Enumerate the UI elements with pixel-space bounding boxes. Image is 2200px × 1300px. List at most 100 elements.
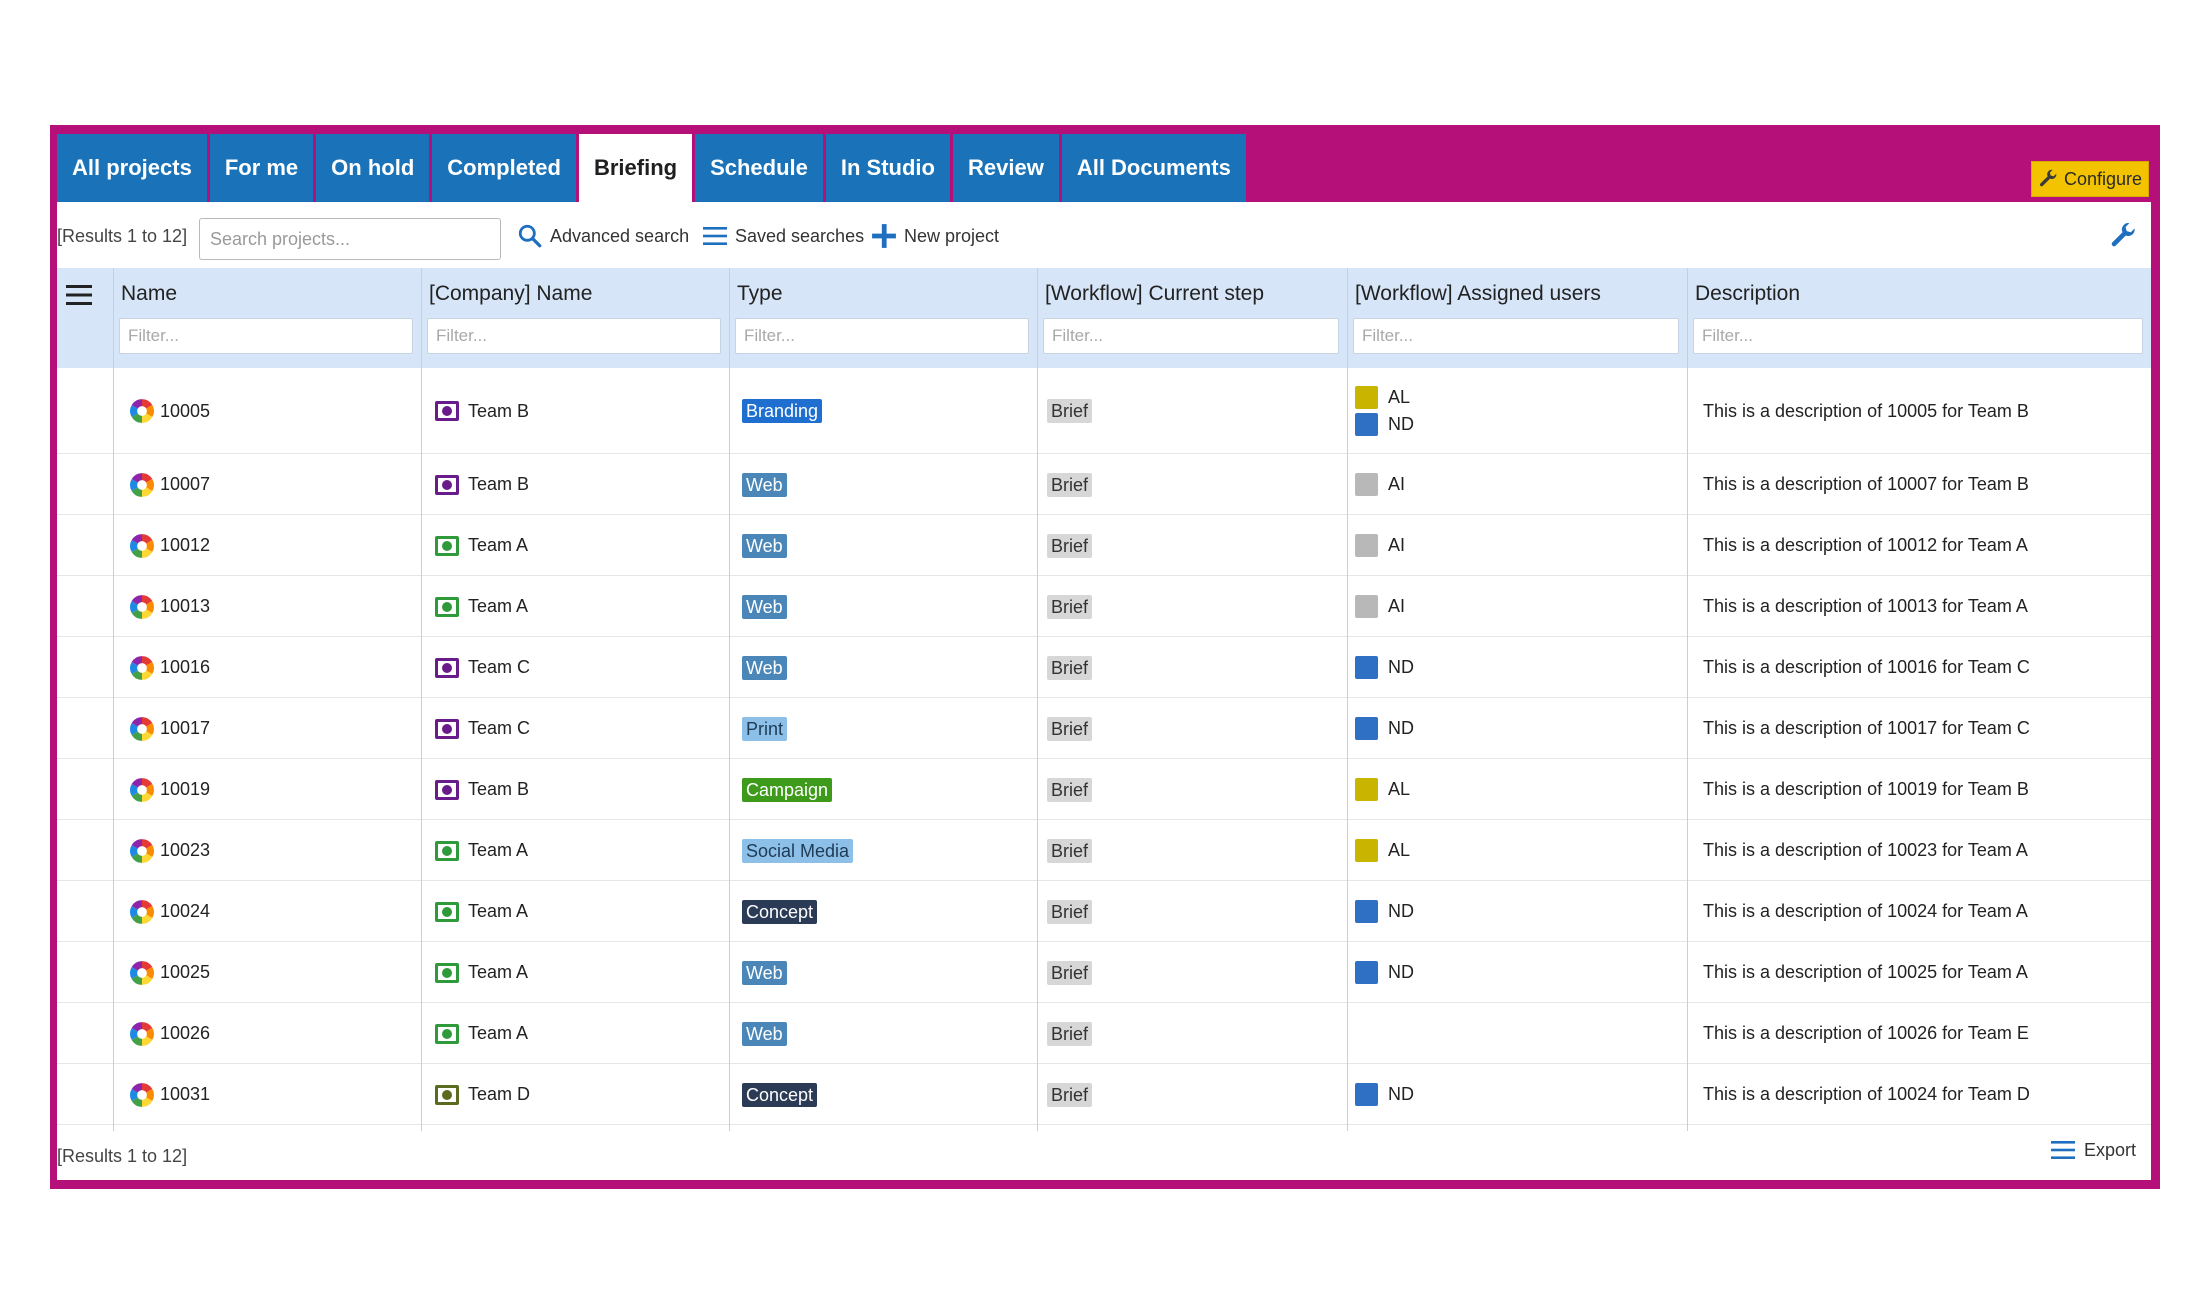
table-row[interactable]: 10025 Team A Web Brief ND This is a descripti…	[57, 942, 2151, 1003]
table-row[interactable]: 10012 Team A Web Brief AI This is a descripti…	[57, 515, 2151, 576]
assigned-user[interactable]: ND	[1355, 656, 1414, 679]
company-logo-icon	[435, 962, 459, 983]
user-initials: ND	[1388, 901, 1414, 921]
filter-assigned-users-input[interactable]	[1353, 318, 1679, 354]
project-id-link[interactable]: 10012	[160, 535, 211, 555]
column-description-label[interactable]: Description	[1695, 282, 1801, 305]
menu-icon[interactable]	[65, 282, 93, 308]
export-button[interactable]: Export	[2050, 1138, 2136, 1162]
tab-for-me[interactable]: For me	[209, 134, 314, 202]
tab-all-projects[interactable]: All projects	[57, 134, 207, 202]
project-id-link[interactable]: 10007	[160, 474, 211, 494]
table-row[interactable]: 10031 Team D Concept Brief ND This is a descr…	[57, 1064, 2151, 1125]
aperture-icon[interactable]	[129, 472, 155, 498]
column-assigned-users-label[interactable]: [Workflow] Assigned users	[1355, 282, 1601, 305]
aperture-icon[interactable]	[129, 594, 155, 620]
project-id-link[interactable]: 10013	[160, 596, 211, 616]
table-row[interactable]: 10023 Team A Social Media Brief AL This is a …	[57, 820, 2151, 881]
configure-label: Configure	[2063, 168, 2143, 189]
aperture-icon[interactable]	[129, 838, 155, 864]
project-id-link[interactable]: 10016	[160, 657, 211, 677]
table-row[interactable]: 10016 Team C Web Brief ND This is a descripti…	[57, 637, 2151, 698]
project-id-link[interactable]: 10025	[160, 962, 211, 982]
aperture-icon[interactable]	[129, 716, 155, 742]
description-cell: This is a description of 10007 for Team …	[1703, 454, 2029, 515]
tab-schedule[interactable]: Schedule	[695, 134, 823, 202]
column-current-step: [Workflow] Current step	[1037, 268, 1347, 368]
aperture-icon[interactable]	[129, 777, 155, 803]
filter-current-step-input[interactable]	[1043, 318, 1339, 354]
tab-review[interactable]: Review	[952, 134, 1059, 202]
column-company-label[interactable]: [Company] Name	[429, 282, 593, 305]
project-id-link[interactable]: 10024	[160, 901, 211, 921]
aperture-icon[interactable]	[129, 960, 155, 986]
name-cell: 10013	[129, 576, 210, 637]
saved-searches-button[interactable]: Saved searches	[702, 222, 864, 250]
tab-on-hold[interactable]: On hold	[316, 134, 430, 202]
company-name: Team C	[468, 718, 531, 738]
company-cell: Team A	[435, 942, 528, 1003]
filter-company-input[interactable]	[427, 318, 721, 354]
step-badge: Brief	[1047, 960, 1093, 985]
step-badge: Brief	[1047, 655, 1093, 680]
table-row[interactable]: 10026 Team A Web Brief This is a description…	[57, 1003, 2151, 1064]
description-text: This is a description of 10016 for Team …	[1703, 657, 2030, 677]
table-row[interactable]: 10019 Team B Campaign Brief AL This is a desc…	[57, 759, 2151, 820]
project-id-link[interactable]: 10026	[160, 1023, 211, 1043]
assigned-user[interactable]: AI	[1355, 534, 1405, 557]
column-current-step-label[interactable]: [Workflow] Current step	[1045, 282, 1265, 305]
tab-in-studio[interactable]: In Studio	[825, 134, 950, 202]
company-logo-icon	[435, 901, 459, 922]
type-cell: Web	[742, 637, 787, 698]
user-avatar-icon	[1355, 534, 1378, 557]
project-id-link[interactable]: 10005	[160, 400, 211, 421]
type-cell: Web	[742, 1003, 787, 1064]
assigned-user[interactable]: AL	[1355, 386, 1410, 409]
company-logo-icon	[435, 657, 459, 678]
aperture-icon[interactable]	[129, 398, 155, 424]
assigned-user[interactable]: ND	[1355, 900, 1414, 923]
filter-name-input[interactable]	[119, 318, 413, 354]
settings-wrench-icon[interactable]	[2109, 222, 2137, 250]
aperture-icon[interactable]	[129, 533, 155, 559]
table-row[interactable]: 10007 Team B Web Brief AI This is a descripti…	[57, 454, 2151, 515]
project-id-link[interactable]: 10017	[160, 718, 211, 738]
assigned-user[interactable]: ND	[1355, 413, 1414, 436]
column-name-label[interactable]: Name	[121, 282, 178, 305]
assigned-user[interactable]: AL	[1355, 778, 1410, 801]
tab-completed[interactable]: Completed	[432, 134, 576, 202]
assigned-user[interactable]: AL	[1355, 839, 1410, 862]
description-text: This is a description of 10005 for Team …	[1703, 400, 2029, 421]
new-project-button[interactable]: New project	[871, 222, 999, 250]
project-id-link[interactable]: 10023	[160, 840, 211, 860]
description-cell: This is a description of 10019 for Team …	[1703, 759, 2029, 820]
table-row[interactable]: 10013 Team A Web Brief AI This is a descripti…	[57, 576, 2151, 637]
aperture-icon[interactable]	[129, 1082, 155, 1108]
assigned-user[interactable]: ND	[1355, 961, 1414, 984]
company-logo-icon	[435, 596, 459, 617]
assigned-user[interactable]: ND	[1355, 1083, 1414, 1106]
company-name: Team A	[468, 962, 529, 982]
advanced-search-button[interactable]: Advanced search	[517, 222, 689, 250]
aperture-icon[interactable]	[129, 1021, 155, 1047]
column-type-label[interactable]: Type	[737, 282, 783, 305]
tab-briefing[interactable]: Briefing	[578, 134, 693, 202]
assigned-user[interactable]: AI	[1355, 595, 1405, 618]
company-name: Team A	[468, 596, 529, 616]
assigned-user[interactable]: ND	[1355, 717, 1414, 740]
project-id-link[interactable]: 10019	[160, 779, 211, 799]
description-text: This is a description of 10013 for Team …	[1703, 596, 2028, 616]
search-input[interactable]	[199, 218, 501, 260]
aperture-icon[interactable]	[129, 899, 155, 925]
assigned-user[interactable]: AI	[1355, 473, 1405, 496]
table-row[interactable]: 10024 Team A Concept Brief ND This is a descr…	[57, 881, 2151, 942]
aperture-icon[interactable]	[129, 655, 155, 681]
description-cell: This is a description of 10024 for Team …	[1703, 1064, 2030, 1125]
table-row[interactable]: 10017 Team C Print Brief ND This is a descrip…	[57, 698, 2151, 759]
tab-all-documents[interactable]: All Documents	[1061, 134, 1246, 202]
filter-type-input[interactable]	[735, 318, 1029, 354]
filter-description-input[interactable]	[1693, 318, 2143, 354]
configure-button[interactable]: Configure	[2031, 161, 2149, 197]
project-id-link[interactable]: 10031	[160, 1084, 211, 1104]
table-row[interactable]: 10005 Team B Branding Brief AL ND This is a de…	[57, 368, 2151, 454]
